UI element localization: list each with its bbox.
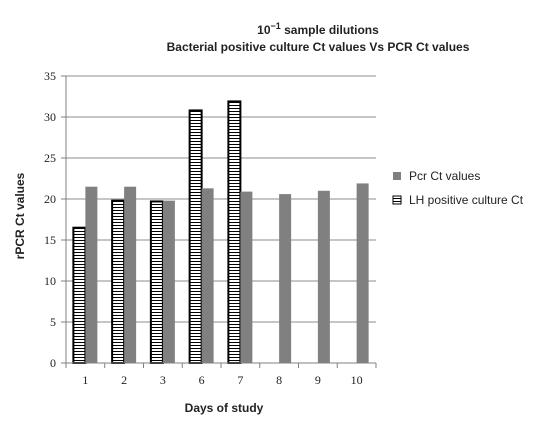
title-suffix: sample dilutions [281,23,379,37]
bar-culture-ct [188,109,203,364]
bar-culture-ct [149,200,164,364]
title-superscript: −1 [271,21,281,31]
title-prefix: 10 [257,23,271,37]
legend-swatch-culture-ct [392,195,402,205]
y-tick-label: 10 [44,274,56,288]
x-tick-label: 6 [199,373,205,387]
bar-culture-ct [111,199,126,364]
bars [72,100,369,364]
y-tick-label: 0 [50,356,56,370]
x-axis-ticks: 1 2 3 6 7 8 9 10 [65,363,377,387]
x-tick-label: 9 [315,373,321,387]
y-axis-ticks: 0 5 10 15 20 25 30 35 [44,69,66,370]
y-tick-label: 25 [44,151,56,165]
bar-culture-ct [227,100,242,364]
y-tick-label: 5 [50,315,56,329]
y-axis-label: rPCR Ct values [13,172,27,259]
bar-pcr-ct [124,186,137,363]
x-tick-label: 10 [351,373,363,387]
legend-label: Pcr Ct values [409,169,480,183]
chart-title-line2: Bacterial positive culture Ct values Vs … [167,40,470,54]
x-axis-label: Days of study [185,401,264,415]
bar-culture-ct [72,226,87,364]
bar-pcr-ct [356,183,369,363]
y-tick-label: 15 [44,233,56,247]
x-tick-label: 8 [276,373,282,387]
y-tick-label: 35 [44,69,56,83]
bar-pcr-ct [240,191,253,363]
y-tick-label: 30 [44,110,56,124]
legend-swatch-pcr-ct [393,172,401,180]
x-tick-label: 3 [160,373,166,387]
chart-title-line1: 10−1 sample dilutions [257,21,379,37]
bar-pcr-ct [279,194,292,363]
x-tick-label: 7 [237,373,243,387]
bar-pcr-ct [317,190,330,363]
y-tick-label: 20 [44,192,56,206]
bar-pcr-ct [162,200,175,363]
x-tick-label: 1 [82,373,88,387]
legend: Pcr Ct values LH positive culture Ct [392,169,524,207]
x-tick-label: 2 [121,373,127,387]
legend-label: LH positive culture Ct [409,193,524,207]
bar-pcr-ct [201,188,214,363]
bar-pcr-ct [85,186,98,363]
